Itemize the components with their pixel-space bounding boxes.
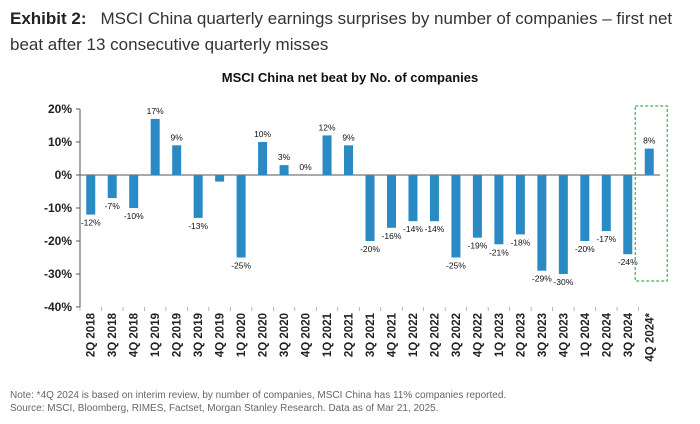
note-line: Note: *4Q 2024 is based on interim revie… — [10, 390, 507, 401]
y-tick-label: 10% — [48, 135, 72, 149]
bar — [150, 118, 160, 175]
bar — [86, 175, 96, 215]
chart-title: MSCI China net beat by No. of companies — [221, 70, 479, 85]
data-label: 9% — [342, 132, 355, 142]
x-tick-label: 3Q 2023 — [537, 313, 549, 357]
highlight-box — [634, 105, 668, 282]
x-tick-label: 1Q 2020 — [236, 313, 248, 357]
bar — [322, 135, 332, 175]
bar — [429, 175, 439, 222]
x-tick-label: 4Q 2022 — [472, 313, 484, 357]
bar — [537, 175, 547, 271]
data-label: -13% — [188, 221, 208, 231]
bar — [623, 175, 633, 255]
bar — [344, 145, 354, 175]
y-tick-label: 0% — [55, 168, 73, 182]
data-label: -25% — [231, 261, 251, 271]
x-tick-label: 1Q 2023 — [494, 313, 506, 357]
data-label: -12% — [81, 218, 101, 228]
x-tick-label: 3Q 2020 — [279, 313, 291, 357]
x-tick-label: 2Q 2024 — [601, 312, 613, 357]
data-label: -19% — [467, 241, 487, 251]
x-tick-label: 2Q 2019 — [172, 313, 184, 357]
bar-chart: 20% 10% 0% -10% -20% -30% -40% -12% 2Q 2018 -7% 3Q… — [44, 102, 668, 362]
data-label: 3% — [278, 152, 291, 162]
y-tick-label: -30% — [44, 267, 72, 281]
data-label: -16% — [382, 231, 402, 241]
bar — [515, 175, 525, 235]
data-label: 8% — [643, 136, 656, 146]
x-tick-label: 1Q 2021 — [322, 312, 334, 357]
data-label: -7% — [105, 201, 121, 211]
x-tick-label: 4Q 2023 — [558, 313, 570, 357]
data-label: -21% — [489, 247, 509, 257]
bar — [451, 175, 461, 258]
x-tick-label: 4Q 2020 — [301, 313, 313, 357]
bar — [365, 175, 375, 241]
x-tick-label: 1Q 2024 — [580, 312, 592, 357]
x-tick-label: 4Q 2021 — [386, 312, 398, 357]
data-label: -18% — [510, 237, 530, 247]
bar — [172, 145, 182, 175]
bar — [408, 175, 418, 222]
data-label: -24% — [618, 257, 638, 267]
x-tick-label: 1Q 2022 — [408, 313, 420, 357]
exhibit-title: MSCI China quarterly earnings surprises … — [10, 9, 673, 54]
bar — [193, 175, 203, 218]
x-tick-label: 3Q 2022 — [451, 313, 463, 357]
x-tick-label: 2Q 2021 — [344, 312, 356, 357]
bar — [107, 175, 117, 199]
x-tick-label: 4Q 2019 — [215, 313, 227, 357]
data-label: -20% — [360, 244, 380, 254]
bar — [494, 175, 504, 245]
data-label: -30% — [553, 277, 573, 287]
data-label: 17% — [147, 106, 164, 116]
exhibit-label: Exhibit 2: — [10, 9, 87, 28]
x-tick-label: 2Q 2022 — [429, 313, 441, 357]
exhibit-header: Exhibit 2: MSCI China quarterly earnings … — [10, 6, 690, 58]
data-label: -29% — [532, 274, 552, 284]
data-label: 9% — [171, 132, 184, 142]
data-label: -20% — [575, 244, 595, 254]
data-label: -25% — [446, 261, 466, 271]
x-tick-label: 3Q 2021 — [365, 312, 377, 357]
bar — [258, 142, 268, 175]
x-tick-label: 3Q 2018 — [107, 312, 119, 357]
data-label: -14% — [403, 224, 423, 234]
y-tick-label: 20% — [48, 102, 72, 116]
x-tick-label: 3Q 2024 — [623, 312, 635, 357]
data-label: 10% — [254, 129, 271, 139]
data-label: -17% — [596, 234, 616, 244]
bar — [129, 175, 139, 208]
bar — [601, 175, 611, 232]
bar — [236, 175, 246, 258]
x-tick-label: 4Q 2024* — [644, 312, 656, 361]
bar — [386, 175, 396, 228]
x-tick-label: 1Q 2019 — [150, 313, 162, 357]
bar — [580, 175, 590, 241]
x-tick-label: 2Q 2018 — [86, 312, 98, 357]
bar — [644, 148, 654, 175]
x-tick-label: 4Q 2018 — [129, 312, 141, 357]
footnotes: Note: *4Q 2024 is based on interim revie… — [10, 389, 690, 415]
y-tick-label: -10% — [44, 201, 72, 215]
x-tick-label: 3Q 2019 — [193, 313, 205, 357]
x-tick-label: 2Q 2020 — [258, 313, 270, 357]
y-tick-label: -20% — [44, 234, 72, 248]
data-label: 0% — [299, 162, 312, 172]
y-tick-label: -40% — [44, 300, 72, 314]
x-tick-label: 2Q 2023 — [515, 313, 527, 357]
data-label: -10% — [124, 211, 144, 221]
bar — [558, 175, 568, 274]
bar — [472, 175, 482, 238]
bar — [279, 165, 289, 175]
bar — [215, 175, 225, 182]
data-label: 12% — [319, 122, 336, 132]
data-label: -14% — [425, 224, 445, 234]
source-line: Source: MSCI, Bloomberg, RIMES, Factset,… — [10, 403, 439, 414]
